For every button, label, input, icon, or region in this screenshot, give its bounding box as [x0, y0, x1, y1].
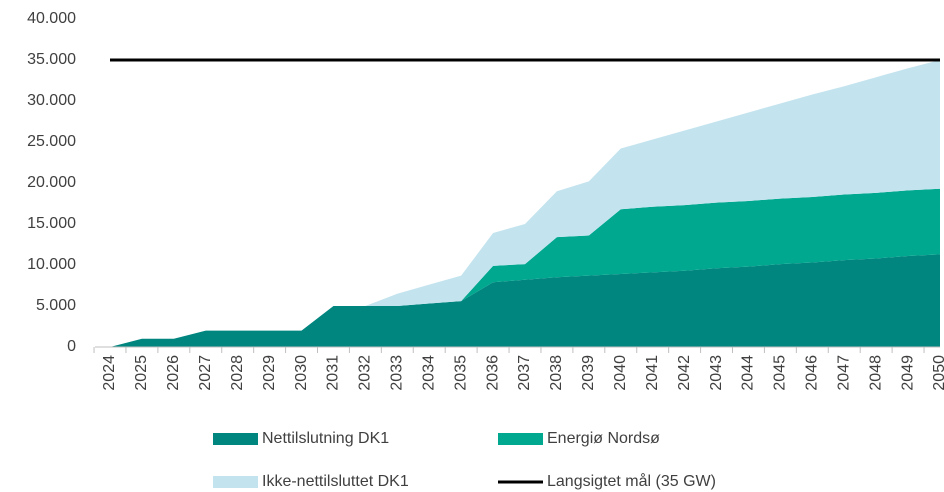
x-tick-label: 2035: [452, 355, 469, 391]
area: [110, 188, 940, 347]
x-tick-label: 2027: [197, 355, 214, 391]
y-tick-label: 15.000: [27, 215, 76, 232]
x-tick-label: 2045: [772, 355, 789, 391]
x-tick-label: 2034: [420, 355, 437, 391]
x-tick-label: 2036: [484, 355, 501, 391]
y-tick-label: 20.000: [27, 174, 76, 191]
x-tick-label: 2037: [516, 355, 533, 391]
x-tick-label: 2042: [676, 355, 693, 391]
legend-swatch: [498, 433, 543, 445]
x-tick-label: 2033: [389, 355, 406, 391]
legend-label: Energiø Nordsø: [547, 430, 660, 447]
x-tick-label: 2047: [835, 355, 852, 391]
x-tick-label: 2030: [293, 355, 310, 391]
area: [110, 60, 940, 347]
y-tick-label: 40.000: [27, 10, 76, 27]
y-tick-label: 10.000: [27, 256, 76, 273]
x-tick-label: 2048: [867, 355, 884, 391]
x-tick-label: 2038: [548, 355, 565, 391]
y-tick-label: 25.000: [27, 133, 76, 150]
x-tick-label: 2028: [229, 355, 246, 391]
x-tick-label: 2032: [357, 355, 374, 391]
y-tick-label: 0: [67, 338, 76, 355]
x-tick-label: 2031: [325, 355, 342, 391]
x-tick-label: 2040: [612, 355, 629, 391]
x-tick-label: 2044: [740, 355, 757, 391]
x-tick-label: 2024: [101, 355, 118, 391]
y-tick-label: 30.000: [27, 92, 76, 109]
x-tick-label: 2046: [804, 355, 821, 391]
x-tick-label: 2025: [133, 355, 150, 391]
x-tick-label: 2049: [899, 355, 916, 391]
legend-label: Ikke-nettilsluttet DK1: [262, 473, 409, 490]
x-tick-label: 2043: [708, 355, 725, 391]
y-tick-label: 35.000: [27, 51, 76, 68]
x-tick-label: 2041: [644, 355, 661, 391]
legend-label: Langsigtet mål (35 GW): [547, 472, 716, 490]
y-tick-label: 5.000: [36, 297, 76, 314]
x-tick-label: 2026: [165, 355, 182, 391]
x-tick-label: 2029: [261, 355, 278, 391]
area: [110, 254, 940, 347]
x-tick-label: 2050: [931, 355, 944, 391]
legend-swatch: [213, 433, 258, 445]
x-tick-label: 2039: [580, 355, 597, 391]
legend-swatch: [213, 476, 258, 488]
legend-label: Nettilslutning DK1: [262, 430, 389, 447]
